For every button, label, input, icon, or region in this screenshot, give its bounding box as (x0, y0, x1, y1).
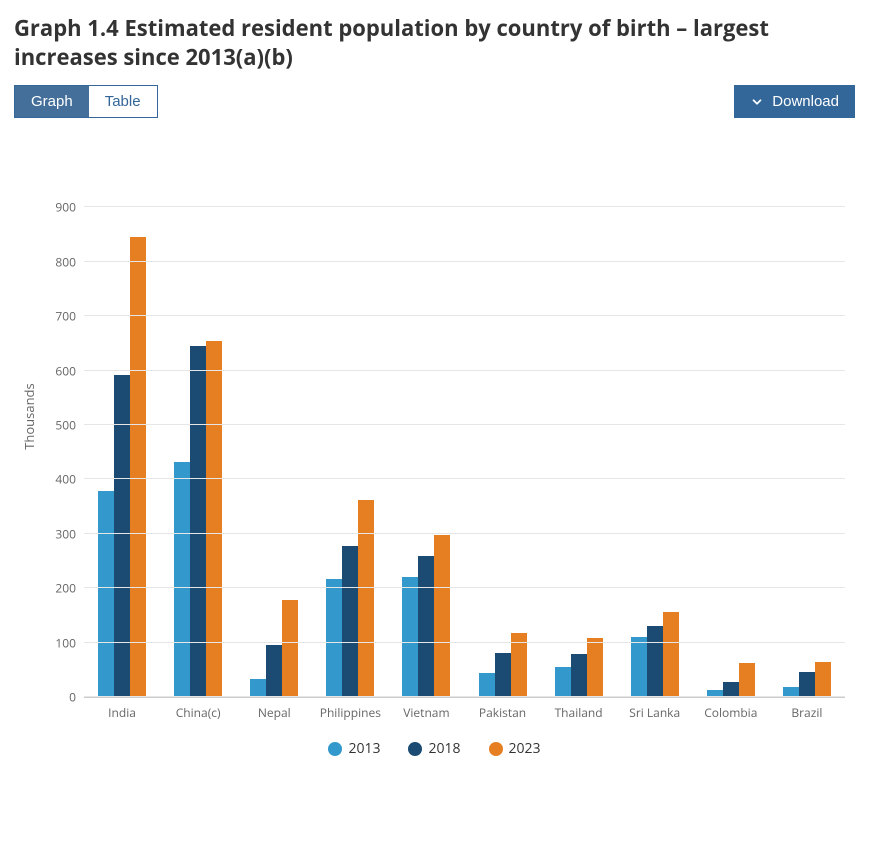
view-toggle: Graph Table (14, 85, 158, 118)
y-tick-label: 200 (55, 580, 84, 597)
x-tick-label: Pakistan (464, 698, 540, 721)
x-tick-label: Colombia (693, 698, 769, 721)
y-tick-label: 900 (55, 199, 84, 216)
gridline (84, 424, 845, 425)
bar (799, 672, 815, 697)
x-tick-label: Brazil (769, 698, 845, 721)
download-label: Download (772, 93, 839, 110)
legend-item: 2013 (328, 739, 380, 758)
bar (815, 662, 831, 697)
y-axis-title: Thousands (20, 383, 38, 449)
category-group (236, 208, 312, 697)
category-group (388, 208, 464, 697)
legend-swatch (489, 742, 503, 756)
y-tick-label: 400 (55, 471, 84, 488)
legend-item: 2023 (489, 739, 541, 758)
bar (739, 663, 755, 697)
category-group (160, 208, 236, 697)
bar (250, 679, 266, 697)
x-tick-label: China(c) (160, 698, 236, 721)
bar (723, 682, 739, 697)
bar (282, 600, 298, 697)
bar (587, 638, 603, 697)
bar (418, 556, 434, 698)
bar (206, 341, 222, 698)
gridline (84, 206, 845, 207)
bar (174, 462, 190, 697)
category-group (84, 208, 160, 697)
bar (631, 637, 647, 697)
bar (130, 237, 146, 697)
legend-label: 2018 (428, 739, 460, 758)
y-tick-label: 600 (55, 362, 84, 379)
x-tick-label: Vietnam (388, 698, 464, 721)
x-tick-label: Sri Lanka (617, 698, 693, 721)
bar (479, 673, 495, 698)
chevron-down-icon (750, 95, 764, 109)
bars-layer (84, 208, 845, 697)
x-axis-labels: IndiaChina(c)NepalPhilippinesVietnamPaki… (84, 698, 845, 721)
legend-item: 2018 (408, 739, 460, 758)
category-group (693, 208, 769, 697)
legend: 2013 2018 2023 (14, 739, 855, 758)
download-button[interactable]: Download (734, 85, 855, 118)
bar (342, 546, 358, 697)
bar (190, 346, 206, 697)
bar (98, 491, 114, 697)
legend-label: 2023 (509, 739, 541, 758)
bar (555, 667, 571, 697)
bar (571, 654, 587, 698)
legend-swatch (328, 742, 342, 756)
chart: Thousands 0100200300400500600700800900 I… (14, 208, 855, 758)
legend-swatch (408, 742, 422, 756)
bar (647, 626, 663, 697)
bar (434, 535, 450, 697)
x-tick-label: Nepal (236, 698, 312, 721)
legend-label: 2013 (348, 739, 380, 758)
bar (358, 500, 374, 697)
category-group (312, 208, 388, 697)
chart-title: Graph 1.4 Estimated resident population … (14, 14, 855, 71)
bar (266, 645, 282, 697)
controls-row: Graph Table Download (14, 85, 855, 118)
gridline (84, 533, 845, 534)
x-tick-label: Philippines (312, 698, 388, 721)
category-group (464, 208, 540, 697)
y-tick-label: 300 (55, 525, 84, 542)
tab-graph[interactable]: Graph (15, 86, 89, 117)
bar (663, 612, 679, 697)
gridline (84, 261, 845, 262)
bar (326, 579, 342, 698)
y-tick-label: 700 (55, 308, 84, 325)
gridline (84, 587, 845, 588)
gridline (84, 478, 845, 479)
tab-table[interactable]: Table (89, 86, 157, 117)
category-group (769, 208, 845, 697)
plot-area: 0100200300400500600700800900 (84, 208, 845, 698)
y-tick-label: 0 (69, 689, 84, 706)
x-tick-label: India (84, 698, 160, 721)
bar (495, 653, 511, 698)
category-group (617, 208, 693, 697)
gridline (84, 370, 845, 371)
gridline (84, 315, 845, 316)
gridline (84, 642, 845, 643)
bar (402, 577, 418, 697)
y-tick-label: 100 (55, 634, 84, 651)
y-tick-label: 500 (55, 416, 84, 433)
y-tick-label: 800 (55, 253, 84, 270)
category-group (541, 208, 617, 697)
gridline (84, 696, 845, 697)
x-tick-label: Thailand (541, 698, 617, 721)
